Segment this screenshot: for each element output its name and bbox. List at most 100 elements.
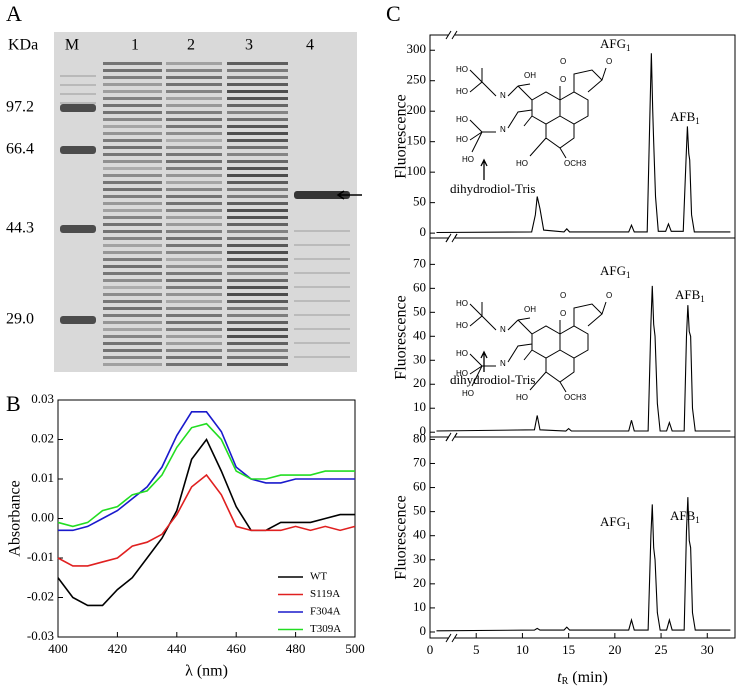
gel-band — [227, 251, 288, 254]
y-tick-label: 150 — [407, 133, 427, 148]
gel-band — [103, 202, 162, 205]
gel-band — [103, 209, 162, 212]
y-tick-label: 100 — [407, 163, 427, 178]
structure-atom: N — [500, 125, 506, 134]
y-tick-label: -0.01 — [27, 549, 54, 564]
gel-band — [103, 132, 162, 135]
gel-band — [227, 118, 288, 121]
gel-band — [166, 111, 222, 114]
gel-band — [103, 90, 162, 93]
y-tick-label: 200 — [407, 102, 427, 117]
x-axis-subscript: R — [562, 676, 569, 687]
y-tick-label: 70 — [413, 454, 426, 469]
panel-label: C — [386, 1, 401, 26]
gel-band — [60, 316, 96, 324]
gel-arrow — [336, 190, 362, 200]
gel-band — [166, 118, 222, 121]
gel-band — [103, 174, 162, 177]
gel-band — [227, 293, 288, 296]
annotation-text: AFB — [670, 508, 696, 523]
lane-label: 4 — [306, 37, 314, 54]
gel-band — [166, 76, 222, 79]
gel-band — [166, 258, 222, 261]
gel-band — [166, 209, 222, 212]
x-tick-label: 0 — [427, 642, 434, 657]
structure-atom: O — [560, 75, 566, 84]
annotation: dihydrodiol-Tris — [450, 372, 535, 387]
gel-band — [166, 223, 222, 226]
gel-band — [103, 76, 162, 79]
gel-band — [166, 363, 222, 366]
structure-atom: O — [606, 291, 612, 300]
y-tick-label: 40 — [413, 327, 426, 342]
gel-band — [60, 102, 96, 104]
x-tick-label: 440 — [167, 641, 187, 656]
y-tick-label: 250 — [407, 72, 427, 87]
gel-band — [60, 225, 96, 233]
gel-band — [60, 146, 96, 154]
structure-atom: OH — [524, 71, 536, 80]
gel-band — [227, 307, 288, 310]
annotation: AFB1 — [675, 287, 705, 304]
y-tick-label: 10 — [413, 599, 426, 614]
gel-band — [227, 237, 288, 240]
structure-atom: HO — [456, 321, 468, 330]
lane-label: 1 — [131, 37, 139, 54]
y-tick-label: 0 — [420, 224, 427, 239]
gel-band — [103, 216, 162, 219]
x-tick-label: 30 — [701, 642, 714, 657]
gel-band — [227, 223, 288, 226]
y-tick-label: 50 — [413, 303, 426, 318]
structure-atom: OCH3 — [564, 393, 587, 402]
plot-frame — [429, 436, 736, 639]
gel-band — [227, 279, 288, 282]
x-tick-label: 15 — [562, 642, 575, 657]
x-tick-label: 25 — [655, 642, 668, 657]
gel-band — [166, 230, 222, 233]
x-tick-label: 460 — [226, 641, 246, 656]
y-tick-label: 0.00 — [31, 509, 54, 524]
gel-band — [294, 356, 350, 358]
gel-band — [103, 153, 162, 156]
lane-label: 3 — [245, 37, 253, 54]
structure-atom: HO — [456, 135, 468, 144]
x-tick-label: 400 — [48, 641, 68, 656]
marker-label: 44.3 — [6, 220, 34, 237]
gel-band — [294, 328, 350, 330]
data-line — [58, 411, 355, 532]
gel-band — [227, 202, 288, 205]
legend-label: S119A — [310, 588, 340, 600]
gel-band — [227, 153, 288, 156]
structure-atom: HO — [516, 393, 528, 402]
annotation: AFB1 — [670, 109, 700, 126]
annotation-text: AFG — [600, 36, 626, 51]
x-tick-label: 420 — [108, 641, 128, 656]
y-tick-label: 50 — [413, 194, 426, 209]
gel-band — [166, 153, 222, 156]
gel-band — [227, 342, 288, 345]
gel-band — [103, 69, 162, 72]
axis-break-gap — [449, 234, 455, 242]
gel-band — [227, 181, 288, 184]
gel-unit: KDa — [8, 37, 38, 54]
gel-band — [103, 335, 162, 338]
gel-band — [103, 139, 162, 142]
gel-band — [103, 195, 162, 198]
structure-atom: OH — [524, 305, 536, 314]
axis-break-gap — [449, 433, 455, 441]
x-tick-label: 5 — [473, 642, 480, 657]
annotation-text: AFB — [670, 109, 696, 124]
gel-band — [103, 97, 162, 100]
y-tick-label: 300 — [407, 41, 427, 56]
gel-band — [294, 191, 350, 199]
gel-band — [166, 125, 222, 128]
marker-label: 66.4 — [6, 141, 34, 158]
structure-atom: HO — [456, 65, 468, 74]
gel-band — [166, 300, 222, 303]
gel-band — [103, 167, 162, 170]
gel-band — [166, 314, 222, 317]
gel-band — [227, 230, 288, 233]
gel-band — [166, 251, 222, 254]
axis-break — [445, 30, 458, 40]
